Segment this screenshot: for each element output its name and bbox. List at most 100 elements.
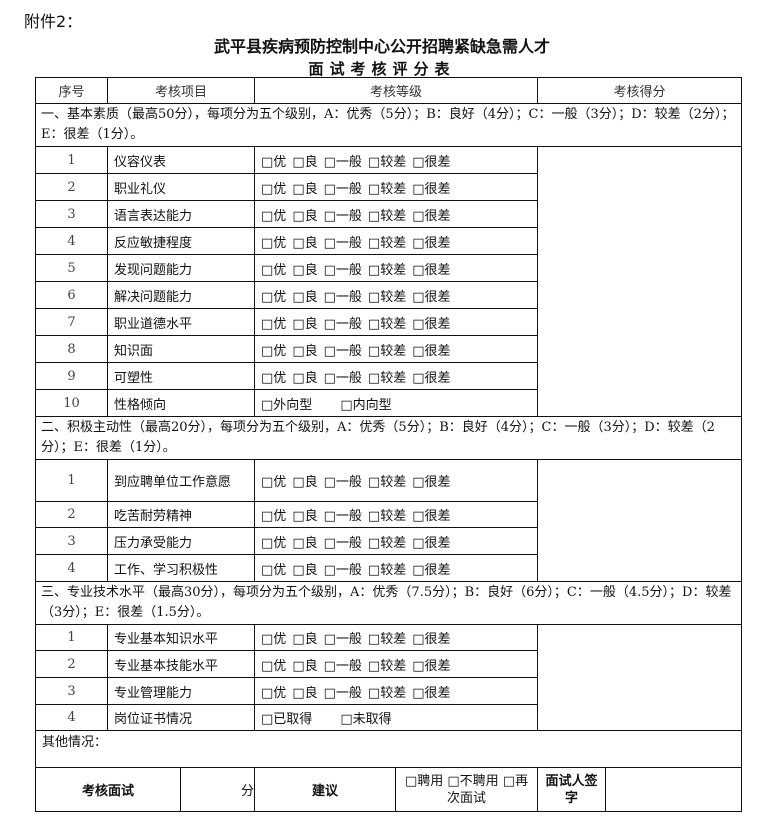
signature-cell[interactable] (605, 767, 743, 812)
grade-checkbox[interactable]: □一般 (323, 509, 362, 524)
score-input[interactable]: 分 (179, 767, 256, 812)
grade-checkbox[interactable]: □很差 (412, 685, 451, 701)
grade-checkbox[interactable]: □较差 (367, 154, 407, 170)
grade-checkbox[interactable]: □优 (261, 343, 287, 359)
table-row: 1 专业基本知识水平 □优 □良 □一般 □较差 □很差 (35, 624, 743, 731)
grade-checkbox[interactable]: □优 (261, 154, 287, 170)
row-item: 压力承受能力 (106, 527, 256, 555)
section-heading: 二、积极主动性（最高20分），每项分为五个级别，A：优秀（5分）；B：良好（4分… (34, 416, 743, 460)
grade-checkbox[interactable]: □较差 (367, 370, 407, 386)
grade-checkbox[interactable]: □良 (292, 562, 318, 578)
grade-checkbox[interactable]: □很差 (412, 475, 451, 490)
grade-checkbox[interactable]: □未取得 (340, 712, 392, 727)
grade-checkbox[interactable]: □很差 (412, 632, 451, 647)
grade-checkbox[interactable]: □优 (261, 181, 287, 197)
grade-checkbox[interactable]: □良 (292, 475, 318, 490)
grade-checkbox[interactable]: □良 (292, 235, 318, 251)
grade-checkbox[interactable]: □良 (292, 632, 318, 647)
grade-checkbox[interactable]: □良 (292, 535, 318, 551)
grade-checkbox[interactable]: □一般 (323, 262, 362, 278)
grade-checkbox[interactable]: □较差 (367, 208, 407, 224)
grade-checkbox[interactable]: □较差 (367, 658, 407, 674)
grade-checkbox[interactable]: □优 (261, 535, 287, 551)
grade-checkbox[interactable]: □一般 (323, 343, 362, 359)
grade-checkbox[interactable]: □优 (261, 316, 287, 332)
grade-checkbox[interactable]: □优 (261, 509, 287, 524)
grade-checkbox[interactable]: □优 (261, 289, 287, 305)
grade-checkbox[interactable]: □一般 (323, 208, 362, 224)
grade-options: □优 □良 □一般 □较差 □很差 (254, 501, 539, 528)
grade-checkbox[interactable]: □良 (292, 289, 318, 305)
grade-checkbox[interactable]: □很差 (412, 370, 451, 386)
grade-checkbox[interactable]: □很差 (412, 535, 451, 551)
grade-checkbox[interactable]: □良 (292, 658, 318, 674)
grade-checkbox[interactable]: □很差 (412, 154, 451, 170)
grade-checkbox[interactable]: □优 (261, 658, 287, 674)
score-cell[interactable] (537, 624, 743, 731)
grade-checkbox[interactable]: □优 (261, 562, 287, 578)
grade-checkbox[interactable]: □很差 (412, 316, 451, 332)
grade-checkbox[interactable]: □很差 (412, 509, 451, 524)
grade-checkbox[interactable]: □一般 (323, 475, 362, 490)
grade-checkbox[interactable]: □很差 (412, 658, 451, 674)
grade-checkbox[interactable]: □优 (261, 370, 287, 386)
grade-checkbox[interactable]: □较差 (367, 685, 407, 701)
score-cell[interactable] (537, 146, 743, 417)
grade-checkbox[interactable]: □很差 (412, 289, 451, 305)
grade-checkbox[interactable]: □优 (261, 262, 287, 278)
grade-checkbox[interactable]: □很差 (412, 262, 451, 278)
grade-checkbox[interactable]: □良 (292, 343, 318, 359)
score-label: 考核面试 (35, 767, 181, 812)
grade-checkbox[interactable]: □优 (261, 475, 287, 490)
grade-checkbox[interactable]: □很差 (412, 562, 451, 578)
grade-options: □优 □良 □一般 □较差 □很差 (254, 335, 539, 363)
grade-options: □优 □良 □一般 □较差 □很差 (254, 554, 539, 582)
grade-checkbox[interactable]: □良 (292, 154, 318, 170)
grade-checkbox[interactable]: □较差 (367, 289, 407, 305)
grade-checkbox[interactable]: □较差 (367, 562, 407, 578)
row-number: 4 (35, 704, 108, 731)
grade-checkbox[interactable]: □良 (292, 685, 318, 701)
grade-checkbox[interactable]: □较差 (367, 632, 407, 647)
grade-checkbox[interactable]: □优 (261, 235, 287, 251)
grade-checkbox[interactable]: □优 (261, 208, 287, 224)
grade-checkbox[interactable]: □已取得 (261, 712, 313, 727)
grade-checkbox[interactable]: □较差 (367, 262, 407, 278)
grade-checkbox[interactable]: □较差 (367, 509, 407, 524)
grade-checkbox[interactable]: □良 (292, 316, 318, 332)
grade-checkbox[interactable]: □一般 (323, 289, 362, 305)
grade-checkbox[interactable]: □良 (292, 208, 318, 224)
grade-checkbox[interactable]: □一般 (323, 632, 362, 647)
suggest-options[interactable]: □聘用 □不聘用 □再次面试 (395, 767, 539, 812)
grade-checkbox[interactable]: □较差 (367, 235, 407, 251)
grade-checkbox[interactable]: □很差 (412, 208, 451, 224)
other-notes[interactable]: 其他情况： (34, 730, 743, 768)
grade-checkbox[interactable]: □优 (261, 632, 287, 647)
grade-checkbox[interactable]: □良 (292, 181, 318, 197)
grade-checkbox[interactable]: □一般 (323, 235, 362, 251)
grade-checkbox[interactable]: □一般 (323, 562, 362, 578)
grade-checkbox[interactable]: □一般 (323, 535, 362, 551)
grade-checkbox[interactable]: □内向型 (340, 397, 392, 413)
grade-checkbox[interactable]: □外向型 (261, 397, 313, 413)
grade-checkbox[interactable]: □较差 (367, 475, 407, 490)
header-item: 考核项目 (106, 77, 256, 104)
grade-checkbox[interactable]: □一般 (323, 316, 362, 332)
grade-checkbox[interactable]: □较差 (367, 316, 407, 332)
grade-checkbox[interactable]: □良 (292, 370, 318, 386)
grade-checkbox[interactable]: □一般 (323, 370, 362, 386)
grade-checkbox[interactable]: □很差 (412, 235, 451, 251)
grade-checkbox[interactable]: □良 (292, 509, 318, 524)
grade-checkbox[interactable]: □良 (292, 262, 318, 278)
grade-checkbox[interactable]: □较差 (367, 535, 407, 551)
grade-checkbox[interactable]: □一般 (323, 658, 362, 674)
score-cell[interactable] (537, 459, 743, 582)
grade-checkbox[interactable]: □较差 (367, 343, 407, 359)
grade-checkbox[interactable]: □一般 (323, 181, 362, 197)
grade-checkbox[interactable]: □较差 (367, 181, 407, 197)
grade-checkbox[interactable]: □优 (261, 685, 287, 701)
grade-checkbox[interactable]: □一般 (323, 685, 362, 701)
grade-checkbox[interactable]: □很差 (412, 343, 451, 359)
grade-checkbox[interactable]: □很差 (412, 181, 451, 197)
grade-checkbox[interactable]: □一般 (323, 154, 362, 170)
